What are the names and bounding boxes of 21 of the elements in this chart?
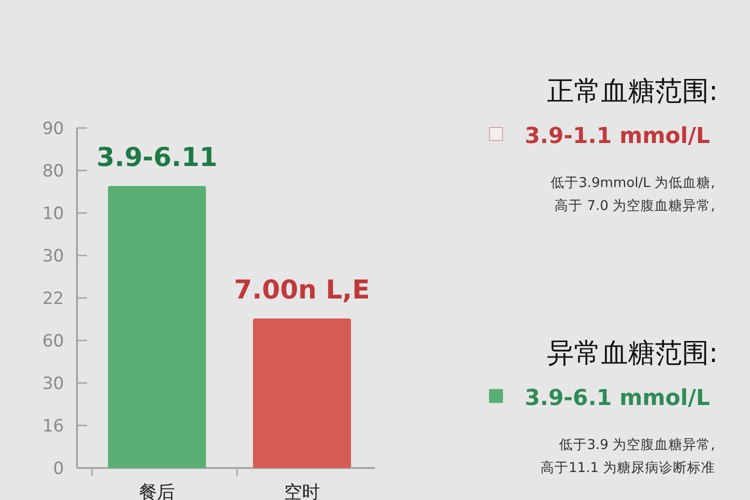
text: 10 — [42, 204, 64, 224]
text: 30 — [42, 374, 64, 394]
x-tick-label: 空时 — [284, 482, 320, 500]
text: 高于 7.0 为空腹血糖异常, — [554, 198, 715, 214]
x-tick-label: 餐后 — [139, 482, 175, 500]
text: 16 — [42, 416, 64, 436]
annotation: 3.9-6.11 — [96, 143, 218, 173]
text: 30 — [42, 246, 64, 266]
text: 异常血糖范围: — [546, 338, 718, 369]
text: 低于3.9 为空腹血糖异常, — [558, 437, 715, 453]
text: 90 — [42, 119, 64, 139]
text: 正常血糖范围: — [546, 76, 718, 107]
annotation: 7.00n L,E — [234, 276, 370, 306]
text: 80 — [42, 162, 64, 182]
text: 高于11.1 为糖尿病诊断标准 — [540, 460, 715, 476]
text: 60 — [42, 332, 64, 352]
text: 0 — [53, 459, 64, 479]
text: 3.9-6.1 mmol/L — [524, 386, 710, 411]
text: 3.9-1.1 mmol/L — [524, 124, 710, 149]
text: 低于3.9mmol/L 为低血糖, — [550, 175, 715, 191]
text: 22 — [42, 289, 64, 309]
